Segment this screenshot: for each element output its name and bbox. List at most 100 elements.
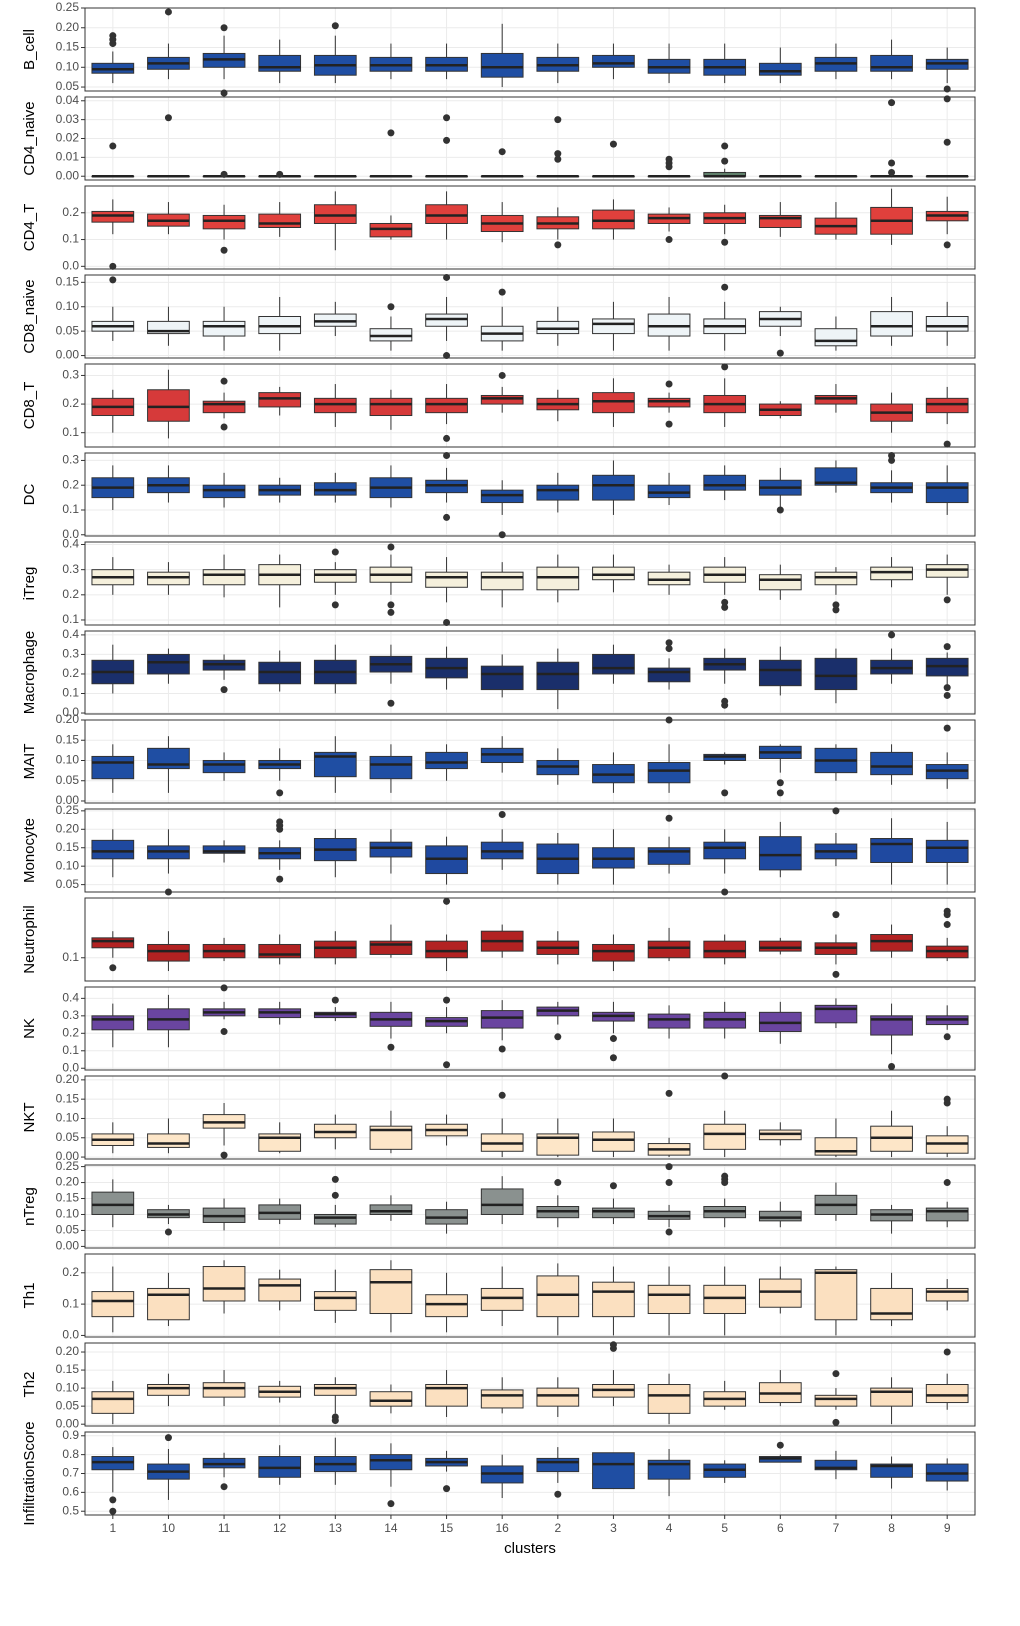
box	[647, 940, 691, 959]
x-tick-label: 15	[440, 1521, 454, 1535]
x-tick-label: 8	[888, 1521, 895, 1535]
y-tick-label: 0.20	[56, 1072, 80, 1086]
panel-border	[84, 452, 976, 537]
outlier	[498, 1045, 506, 1053]
y-tick-label: 0.1	[62, 1043, 79, 1057]
panel-border	[84, 719, 976, 804]
outlier	[943, 921, 951, 929]
y-tick-label: 0.0	[62, 527, 79, 541]
outlier	[721, 789, 729, 797]
outlier	[220, 1028, 228, 1036]
box	[313, 569, 357, 583]
outlier	[276, 875, 284, 883]
y-tick-label: 0.01	[56, 150, 80, 164]
box	[258, 1278, 302, 1302]
outlier	[554, 1033, 562, 1041]
y-tick-label: 0.00	[56, 348, 80, 362]
box	[91, 1015, 135, 1031]
box	[369, 222, 413, 238]
outlier	[220, 170, 228, 178]
outlier	[387, 1500, 395, 1508]
box	[647, 397, 691, 408]
outlier	[109, 1507, 117, 1515]
box	[369, 1391, 413, 1407]
outlier	[665, 639, 673, 647]
outlier	[665, 814, 673, 822]
box	[369, 1204, 413, 1215]
box	[592, 566, 635, 581]
panel-border	[84, 1164, 976, 1249]
box	[202, 759, 246, 774]
box	[258, 54, 302, 72]
panel-border	[84, 986, 976, 1071]
box	[425, 204, 468, 224]
box	[480, 52, 524, 78]
y-tick-label: 0.2	[62, 205, 79, 219]
x-tick-label: 3	[610, 1521, 617, 1535]
outlier	[776, 1441, 784, 1449]
box	[425, 571, 468, 588]
box	[369, 841, 413, 858]
box	[814, 1137, 858, 1156]
box	[758, 1210, 802, 1222]
outlier	[220, 24, 228, 32]
outlier	[443, 273, 451, 281]
x-tick-label: 11	[218, 1521, 231, 1535]
box	[814, 394, 858, 405]
box	[313, 1291, 357, 1311]
y-tick-label: 0.3	[62, 1008, 79, 1022]
box	[592, 392, 635, 414]
outlier	[164, 1228, 172, 1236]
y-tick-label: 0.1	[62, 612, 79, 626]
box	[425, 940, 468, 959]
box	[703, 841, 747, 860]
outlier	[109, 1496, 117, 1504]
outlier	[387, 1043, 395, 1051]
box	[925, 397, 969, 414]
box	[480, 571, 524, 591]
outlier	[832, 970, 840, 978]
y-tick-label: 0.15	[56, 1091, 80, 1105]
x-axis-label: clusters	[504, 1540, 556, 1557]
box	[592, 653, 635, 675]
outlier	[609, 1035, 617, 1043]
outlier	[943, 684, 951, 692]
box	[313, 940, 357, 959]
outlier	[498, 531, 506, 539]
y-tick-label: 0.10	[56, 858, 80, 872]
outlier	[443, 897, 451, 905]
box	[258, 1133, 302, 1152]
y-tick-label: 0.04	[56, 93, 80, 107]
outlier	[498, 288, 506, 296]
y-tick-label: 0.1	[62, 950, 79, 964]
outlier	[387, 699, 395, 707]
y-tick-label: 0.05	[56, 1130, 80, 1144]
box	[814, 571, 858, 586]
box	[480, 1287, 524, 1311]
box	[425, 751, 468, 770]
y-tick-label: 0.03	[56, 112, 80, 126]
box	[925, 482, 969, 504]
outlier	[776, 789, 784, 797]
y-tick-label: 0.6	[62, 1485, 79, 1499]
box	[870, 311, 913, 337]
outlier	[164, 8, 172, 16]
box	[592, 1207, 635, 1219]
y-axis-label: NK	[21, 1018, 38, 1039]
y-tick-label: 0.2	[62, 396, 79, 410]
y-tick-label: 0.4	[62, 537, 79, 551]
outlier	[387, 543, 395, 551]
x-tick-label: 9	[944, 1521, 951, 1535]
x-tick-label: 2	[554, 1521, 561, 1535]
box	[480, 1010, 524, 1029]
outlier	[331, 548, 339, 556]
box	[480, 1188, 524, 1215]
box	[91, 1191, 135, 1215]
box	[202, 214, 246, 230]
y-tick-label: 0.1	[62, 686, 79, 700]
y-tick-label: 0.05	[56, 79, 80, 93]
outlier	[498, 1091, 506, 1099]
box	[369, 397, 413, 417]
y-tick-label: 0.20	[56, 712, 80, 726]
